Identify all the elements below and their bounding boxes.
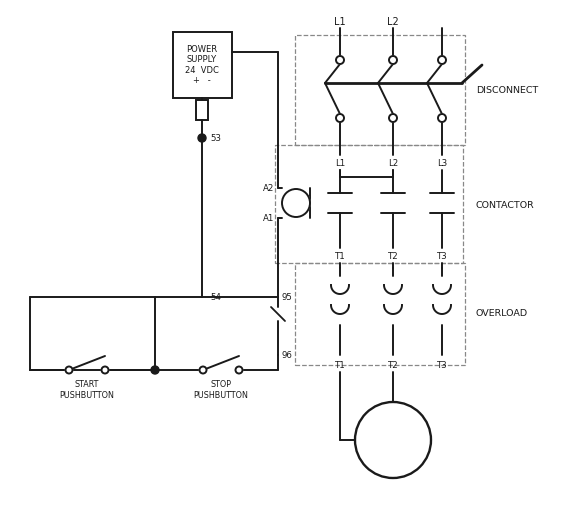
Bar xyxy=(173,32,232,98)
Circle shape xyxy=(66,366,73,374)
Circle shape xyxy=(151,366,159,374)
Bar xyxy=(295,263,465,365)
Circle shape xyxy=(282,189,310,217)
Text: T2: T2 xyxy=(388,360,399,369)
Text: L1: L1 xyxy=(334,17,346,27)
Circle shape xyxy=(438,114,446,122)
Circle shape xyxy=(355,402,431,478)
Text: POWER
SUPPLY
24  VDC
+   -: POWER SUPPLY 24 VDC + - xyxy=(185,45,219,85)
Text: T1: T1 xyxy=(335,251,346,261)
Circle shape xyxy=(389,56,397,64)
Text: STOP
PUSHBUTTON: STOP PUSHBUTTON xyxy=(194,380,248,400)
Text: M1: M1 xyxy=(290,198,302,207)
Text: 95: 95 xyxy=(282,292,293,301)
Text: L2: L2 xyxy=(388,158,398,168)
Circle shape xyxy=(389,114,397,122)
Text: A2: A2 xyxy=(263,183,274,193)
Circle shape xyxy=(438,56,446,64)
Circle shape xyxy=(101,366,108,374)
Text: DISCONNECT: DISCONNECT xyxy=(476,85,538,95)
Text: OVERLOAD: OVERLOAD xyxy=(476,309,528,317)
Text: 54: 54 xyxy=(210,292,221,301)
Text: 53: 53 xyxy=(210,133,221,143)
Circle shape xyxy=(198,134,206,142)
Text: T3: T3 xyxy=(437,360,448,369)
Circle shape xyxy=(336,56,344,64)
Bar xyxy=(275,145,463,263)
Text: T3: T3 xyxy=(437,251,448,261)
Bar xyxy=(196,100,208,120)
Circle shape xyxy=(199,366,207,374)
Circle shape xyxy=(236,366,242,374)
Text: L3: L3 xyxy=(437,158,447,168)
Bar xyxy=(295,35,465,145)
Text: L1: L1 xyxy=(335,158,345,168)
Text: CONTACTOR: CONTACTOR xyxy=(476,200,535,210)
Text: 1 PHASE
MOTOR: 1 PHASE MOTOR xyxy=(373,430,413,450)
Text: T1: T1 xyxy=(335,360,346,369)
Text: 96: 96 xyxy=(282,351,293,360)
Text: L2: L2 xyxy=(387,17,399,27)
Circle shape xyxy=(336,114,344,122)
Text: T2: T2 xyxy=(388,251,399,261)
Text: START
PUSHBUTTON: START PUSHBUTTON xyxy=(59,380,115,400)
Text: A1: A1 xyxy=(263,214,274,222)
